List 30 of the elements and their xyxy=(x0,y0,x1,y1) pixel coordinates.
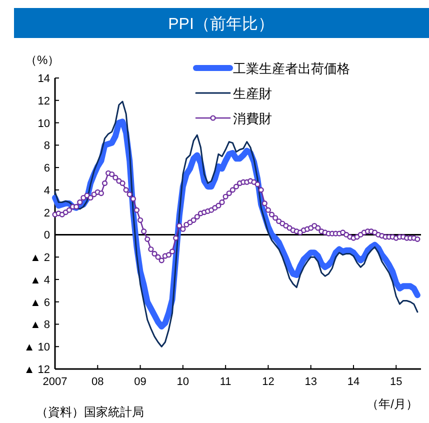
x-tick-label: 2007 xyxy=(42,376,68,388)
y-tick-label: 2 xyxy=(44,207,50,220)
y-tick-label: ▲ 2 xyxy=(30,252,50,264)
y-tick-label: ▲ 4 xyxy=(30,274,50,286)
x-axis-title: （年/月） xyxy=(366,397,418,411)
y-tick-label: 10 xyxy=(38,118,50,130)
y-tick-label: ▲ 10 xyxy=(24,342,50,354)
legend-label: 消費財 xyxy=(233,111,272,126)
y-axis-title: （%） xyxy=(25,53,60,67)
x-tick-label: 08 xyxy=(92,376,104,388)
legend-label: 工業生産者出荷価格 xyxy=(233,61,350,76)
y-tick-label: 14 xyxy=(38,73,50,85)
y-tick-label: ▲ 8 xyxy=(30,319,50,332)
y-tick-label: 8 xyxy=(44,140,50,152)
x-tick-label: 12 xyxy=(262,376,274,388)
x-tick-label: 13 xyxy=(304,376,317,388)
x-tick-label: 10 xyxy=(176,376,190,388)
x-tick-label: 15 xyxy=(390,376,402,388)
text: （資料）国家統計局 xyxy=(36,405,144,419)
x-tick-label: 11 xyxy=(220,376,232,388)
y-tick-label: ▲ 6 xyxy=(30,296,50,309)
x-tick-label: 09 xyxy=(134,376,146,388)
y-tick-label: 6 xyxy=(44,162,50,175)
y-tick-label: 12 xyxy=(38,95,50,108)
x-tick-label: 14 xyxy=(347,376,360,388)
y-tick-label: 0 xyxy=(44,230,50,242)
chart-title: PPI（前年比） xyxy=(168,15,274,33)
legend-label: 生産財 xyxy=(233,86,272,101)
y-tick-label: ▲ 12 xyxy=(24,364,50,376)
y-tick-label: 4 xyxy=(44,184,50,197)
